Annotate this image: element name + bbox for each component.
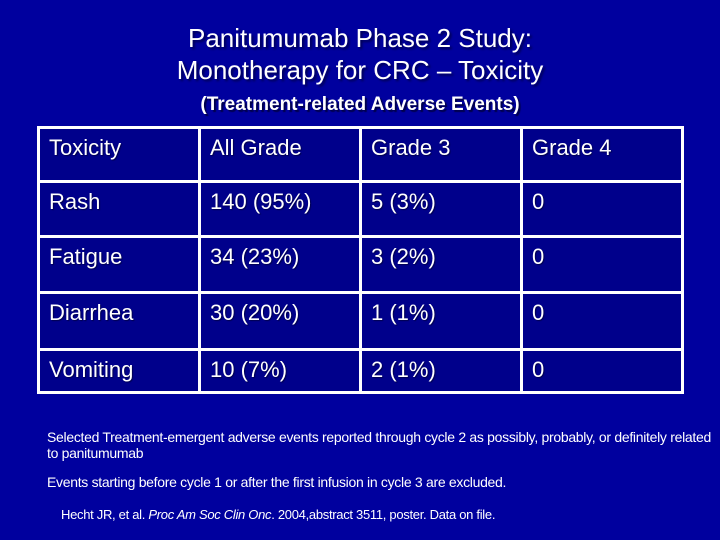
cell-all-grade: 34 (23%) (198, 235, 362, 294)
cell-grade-4: 0 (520, 235, 684, 294)
citation-authors: Hecht JR, et al. (61, 507, 149, 522)
cell-grade-3: 2 (1%) (359, 348, 523, 394)
citation-details: . 2004,abstract 3511, poster. Data on fi… (271, 507, 496, 522)
cell-toxicity: Diarrhea (37, 291, 201, 351)
cell-grade-4: 0 (520, 180, 684, 238)
table-row: Diarrhea 30 (20%) 1 (1%) 0 (37, 291, 684, 351)
cell-toxicity: Rash (37, 180, 201, 238)
cell-all-grade: 10 (7%) (198, 348, 362, 394)
cell-toxicity: Fatigue (37, 235, 201, 294)
table-row: Vomiting 10 (7%) 2 (1%) 0 (37, 348, 684, 394)
table-row: Fatigue 34 (23%) 3 (2%) 0 (37, 235, 684, 294)
column-header-grade-3: Grade 3 (359, 126, 523, 183)
cell-grade-3: 1 (1%) (359, 291, 523, 351)
footnote-selected-events: Selected Treatment-emergent adverse even… (47, 429, 711, 461)
title-line-1: Panitumumab Phase 2 Study: (188, 23, 532, 53)
column-header-toxicity: Toxicity (37, 126, 201, 183)
cell-all-grade: 140 (95%) (198, 180, 362, 238)
cell-toxicity: Vomiting (37, 348, 201, 394)
cell-grade-4: 0 (520, 291, 684, 351)
cell-grade-3: 5 (3%) (359, 180, 523, 238)
title-line-2: Monotherapy for CRC – Toxicity (176, 55, 544, 85)
table-header-row: Toxicity All Grade Grade 3 Grade 4 (37, 126, 684, 183)
citation-journal: Proc Am Soc Clin Onc (148, 507, 272, 522)
slide-title: Panitumumab Phase 2 Study: Monotherapy f… (0, 22, 720, 86)
cell-grade-3: 3 (2%) (359, 235, 523, 294)
column-header-all-grade: All Grade (198, 126, 362, 183)
table-row: Rash 140 (95%) 5 (3%) 0 (37, 180, 684, 238)
citation: Hecht JR, et al. Proc Am Soc Clin Onc. 2… (61, 507, 715, 523)
toxicity-table: Toxicity All Grade Grade 3 Grade 4 Rash … (37, 126, 684, 394)
footnote-excluded-events: Events starting before cycle 1 or after … (47, 474, 507, 490)
footnotes: Selected Treatment-emergent adverse even… (47, 429, 715, 523)
column-header-grade-4: Grade 4 (520, 126, 684, 183)
cell-grade-4: 0 (520, 348, 684, 394)
slide-subtitle: (Treatment-related Adverse Events) (200, 94, 520, 115)
cell-all-grade: 30 (20%) (198, 291, 362, 351)
